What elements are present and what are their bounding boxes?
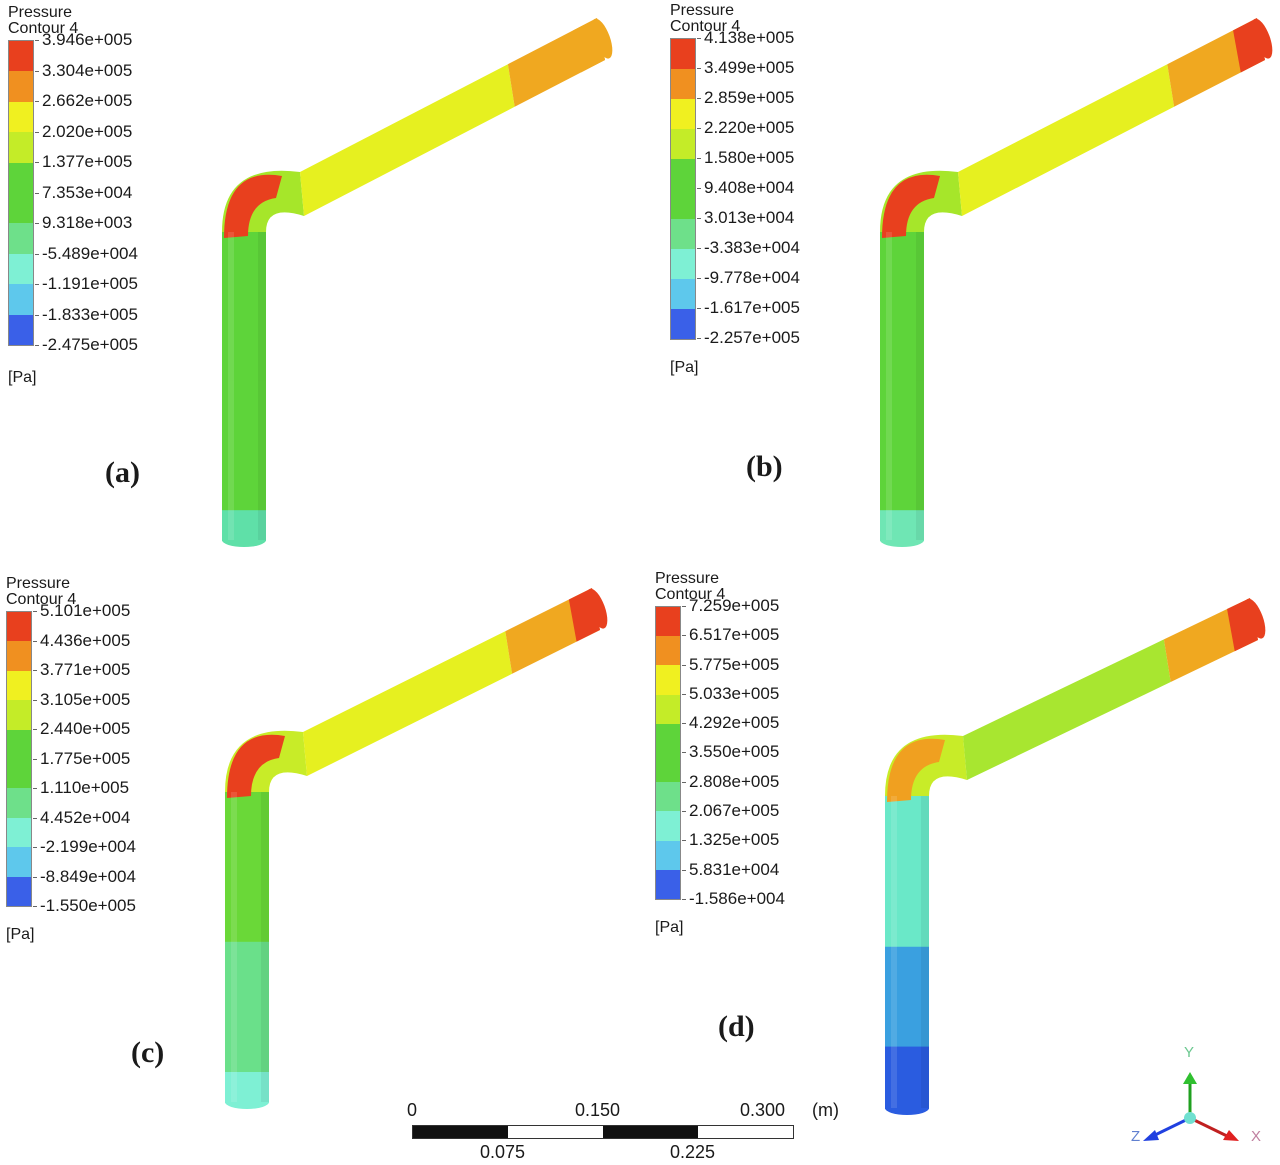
legend-tick: -1.617e+005 <box>697 299 800 329</box>
legend-title-line2: Contour 4 <box>6 591 77 608</box>
legend-tick: 6.517e+005 <box>682 626 785 655</box>
scale-bar-segments <box>412 1125 794 1139</box>
legend-tick: 4.436e+005 <box>33 631 136 662</box>
panel-d: Pressure Contour 4 7.259e+005 6.517e+005… <box>640 570 1280 1130</box>
scale-label-0225: 0.225 <box>670 1142 716 1162</box>
legend-tick: -1.833e+005 <box>35 305 138 337</box>
axis-z-label: Z <box>1131 1128 1141 1145</box>
legend-tick: 5.775e+005 <box>682 655 785 685</box>
legend-tick: 4.452e+004 <box>33 808 136 839</box>
legend-tick: -2.199e+004 <box>33 838 136 868</box>
colorbar <box>670 38 696 340</box>
panel-label-c: (c) <box>131 1036 165 1069</box>
scale-label-0150: 0.150 <box>575 1100 621 1120</box>
legend-tick: 3.771e+005 <box>33 661 136 691</box>
legend-tick: -2.475e+005 <box>35 336 138 367</box>
legend-tick: 4.138e+005 <box>697 29 800 59</box>
panel-c: Pressure Contour 4 5.101e+005 4.436e+005… <box>0 570 640 1130</box>
pipe-contour-c <box>225 588 608 1109</box>
legend-ticks: 7.259e+005 6.517e+005 5.775e+005 5.033e+… <box>682 596 785 919</box>
legend-tick: 3.304e+005 <box>35 61 138 93</box>
panel-b: Pressure Contour 4 4.138e+005 3.499e+005… <box>640 0 1280 560</box>
legend-tick: 9.408e+004 <box>697 179 800 209</box>
legend-tick: -1.586e+004 <box>682 889 785 919</box>
legend-tick: 5.101e+005 <box>33 602 136 632</box>
legend-tick: 9.318e+003 <box>35 214 138 245</box>
legend-tick: -9.778e+004 <box>697 269 800 299</box>
legend-tick: -3.383e+004 <box>697 239 800 269</box>
pipe-contour-d <box>885 598 1266 1115</box>
legend-tick: 3.550e+005 <box>682 743 785 772</box>
legend-tick: 5.831e+004 <box>682 860 785 890</box>
legend-d: Pressure Contour 4 7.259e+005 6.517e+005… <box>655 570 785 936</box>
scale-label-0300: 0.300 <box>740 1100 786 1120</box>
legend-title-line2: Contour 4 <box>655 586 726 603</box>
legend-tick: 2.440e+005 <box>33 720 136 750</box>
panel-label-b: (b) <box>746 450 783 483</box>
legend-ticks: 3.946e+005 3.304e+005 2.662e+005 2.020e+… <box>35 31 138 367</box>
legend-tick: 2.220e+005 <box>697 119 800 149</box>
scale-label-0075: 0.075 <box>480 1142 526 1162</box>
legend-tick: 3.105e+005 <box>33 690 136 721</box>
colorbar <box>6 611 32 907</box>
legend-tick: 1.377e+005 <box>35 153 138 184</box>
legend-tick: 1.325e+005 <box>682 831 785 860</box>
legend-unit: [Pa] <box>670 359 699 376</box>
legend-tick: 3.499e+005 <box>697 59 800 89</box>
legend-tick: -8.849e+004 <box>33 867 136 898</box>
legend-unit: [Pa] <box>655 919 684 936</box>
legend-title-line1: Pressure <box>6 575 71 592</box>
legend-tick: 3.013e+004 <box>697 209 800 239</box>
colorbar <box>655 606 681 900</box>
legend-title-line1: Pressure <box>8 4 73 21</box>
axis-triad: Y Z X <box>1125 1040 1275 1160</box>
legend-ticks: 5.101e+005 4.436e+005 3.771e+005 3.105e+… <box>33 602 136 927</box>
pipe-contour-b <box>880 18 1273 547</box>
legend-tick: 2.020e+005 <box>35 122 138 154</box>
legend-tick: 2.662e+005 <box>35 92 138 123</box>
legend-tick: 7.353e+004 <box>35 183 138 215</box>
scale-label-0: 0 <box>407 1100 418 1120</box>
legend-tick: 7.259e+005 <box>682 596 785 626</box>
legend-b: Pressure Contour 4 4.138e+005 3.499e+005… <box>670 2 800 376</box>
panel-label-d: (d) <box>718 1010 755 1043</box>
legend-tick: -1.191e+005 <box>35 275 138 306</box>
pipe-contour-a <box>222 18 613 547</box>
legend-tick: -5.489e+004 <box>35 244 138 276</box>
legend-tick: 5.033e+005 <box>682 684 785 714</box>
legend-a: Pressure Contour 4 3.946e+005 3.304e+005… <box>8 4 138 386</box>
legend-tick: 2.808e+005 <box>682 772 785 802</box>
legend-title-line1: Pressure <box>655 570 720 587</box>
panel-a: Pressure Contour 4 3.946e+005 3.304e+005… <box>0 0 640 560</box>
legend-ticks: 4.138e+005 3.499e+005 2.859e+005 2.220e+… <box>697 29 800 359</box>
legend-tick: 2.067e+005 <box>682 801 785 831</box>
legend-title-line2: Contour 4 <box>8 20 79 37</box>
legend-tick: 3.946e+005 <box>35 31 138 62</box>
scale-unit: (m) <box>812 1100 839 1120</box>
legend-tick: 1.775e+005 <box>33 749 136 780</box>
legend-tick: 4.292e+005 <box>682 714 785 743</box>
axis-y-label: Y <box>1184 1044 1195 1061</box>
legend-c: Pressure Contour 4 5.101e+005 4.436e+005… <box>6 575 136 943</box>
legend-title-line1: Pressure <box>670 2 735 19</box>
legend-tick: -1.550e+005 <box>33 897 136 927</box>
legend-title-line2: Contour 4 <box>670 18 741 35</box>
legend-tick: 1.580e+005 <box>697 149 800 179</box>
colorbar <box>8 40 34 346</box>
legend-tick: 1.110e+005 <box>33 779 136 809</box>
legend-unit: [Pa] <box>6 926 35 943</box>
scale-bar: 0 0.150 0.300 (m) 0.075 0.225 <box>407 1100 850 1162</box>
legend-tick: -2.257e+005 <box>697 329 800 359</box>
panel-label-a: (a) <box>105 456 140 489</box>
legend-tick: 2.859e+005 <box>697 89 800 119</box>
legend-unit: [Pa] <box>8 369 37 386</box>
axis-x-label: X <box>1251 1128 1262 1145</box>
